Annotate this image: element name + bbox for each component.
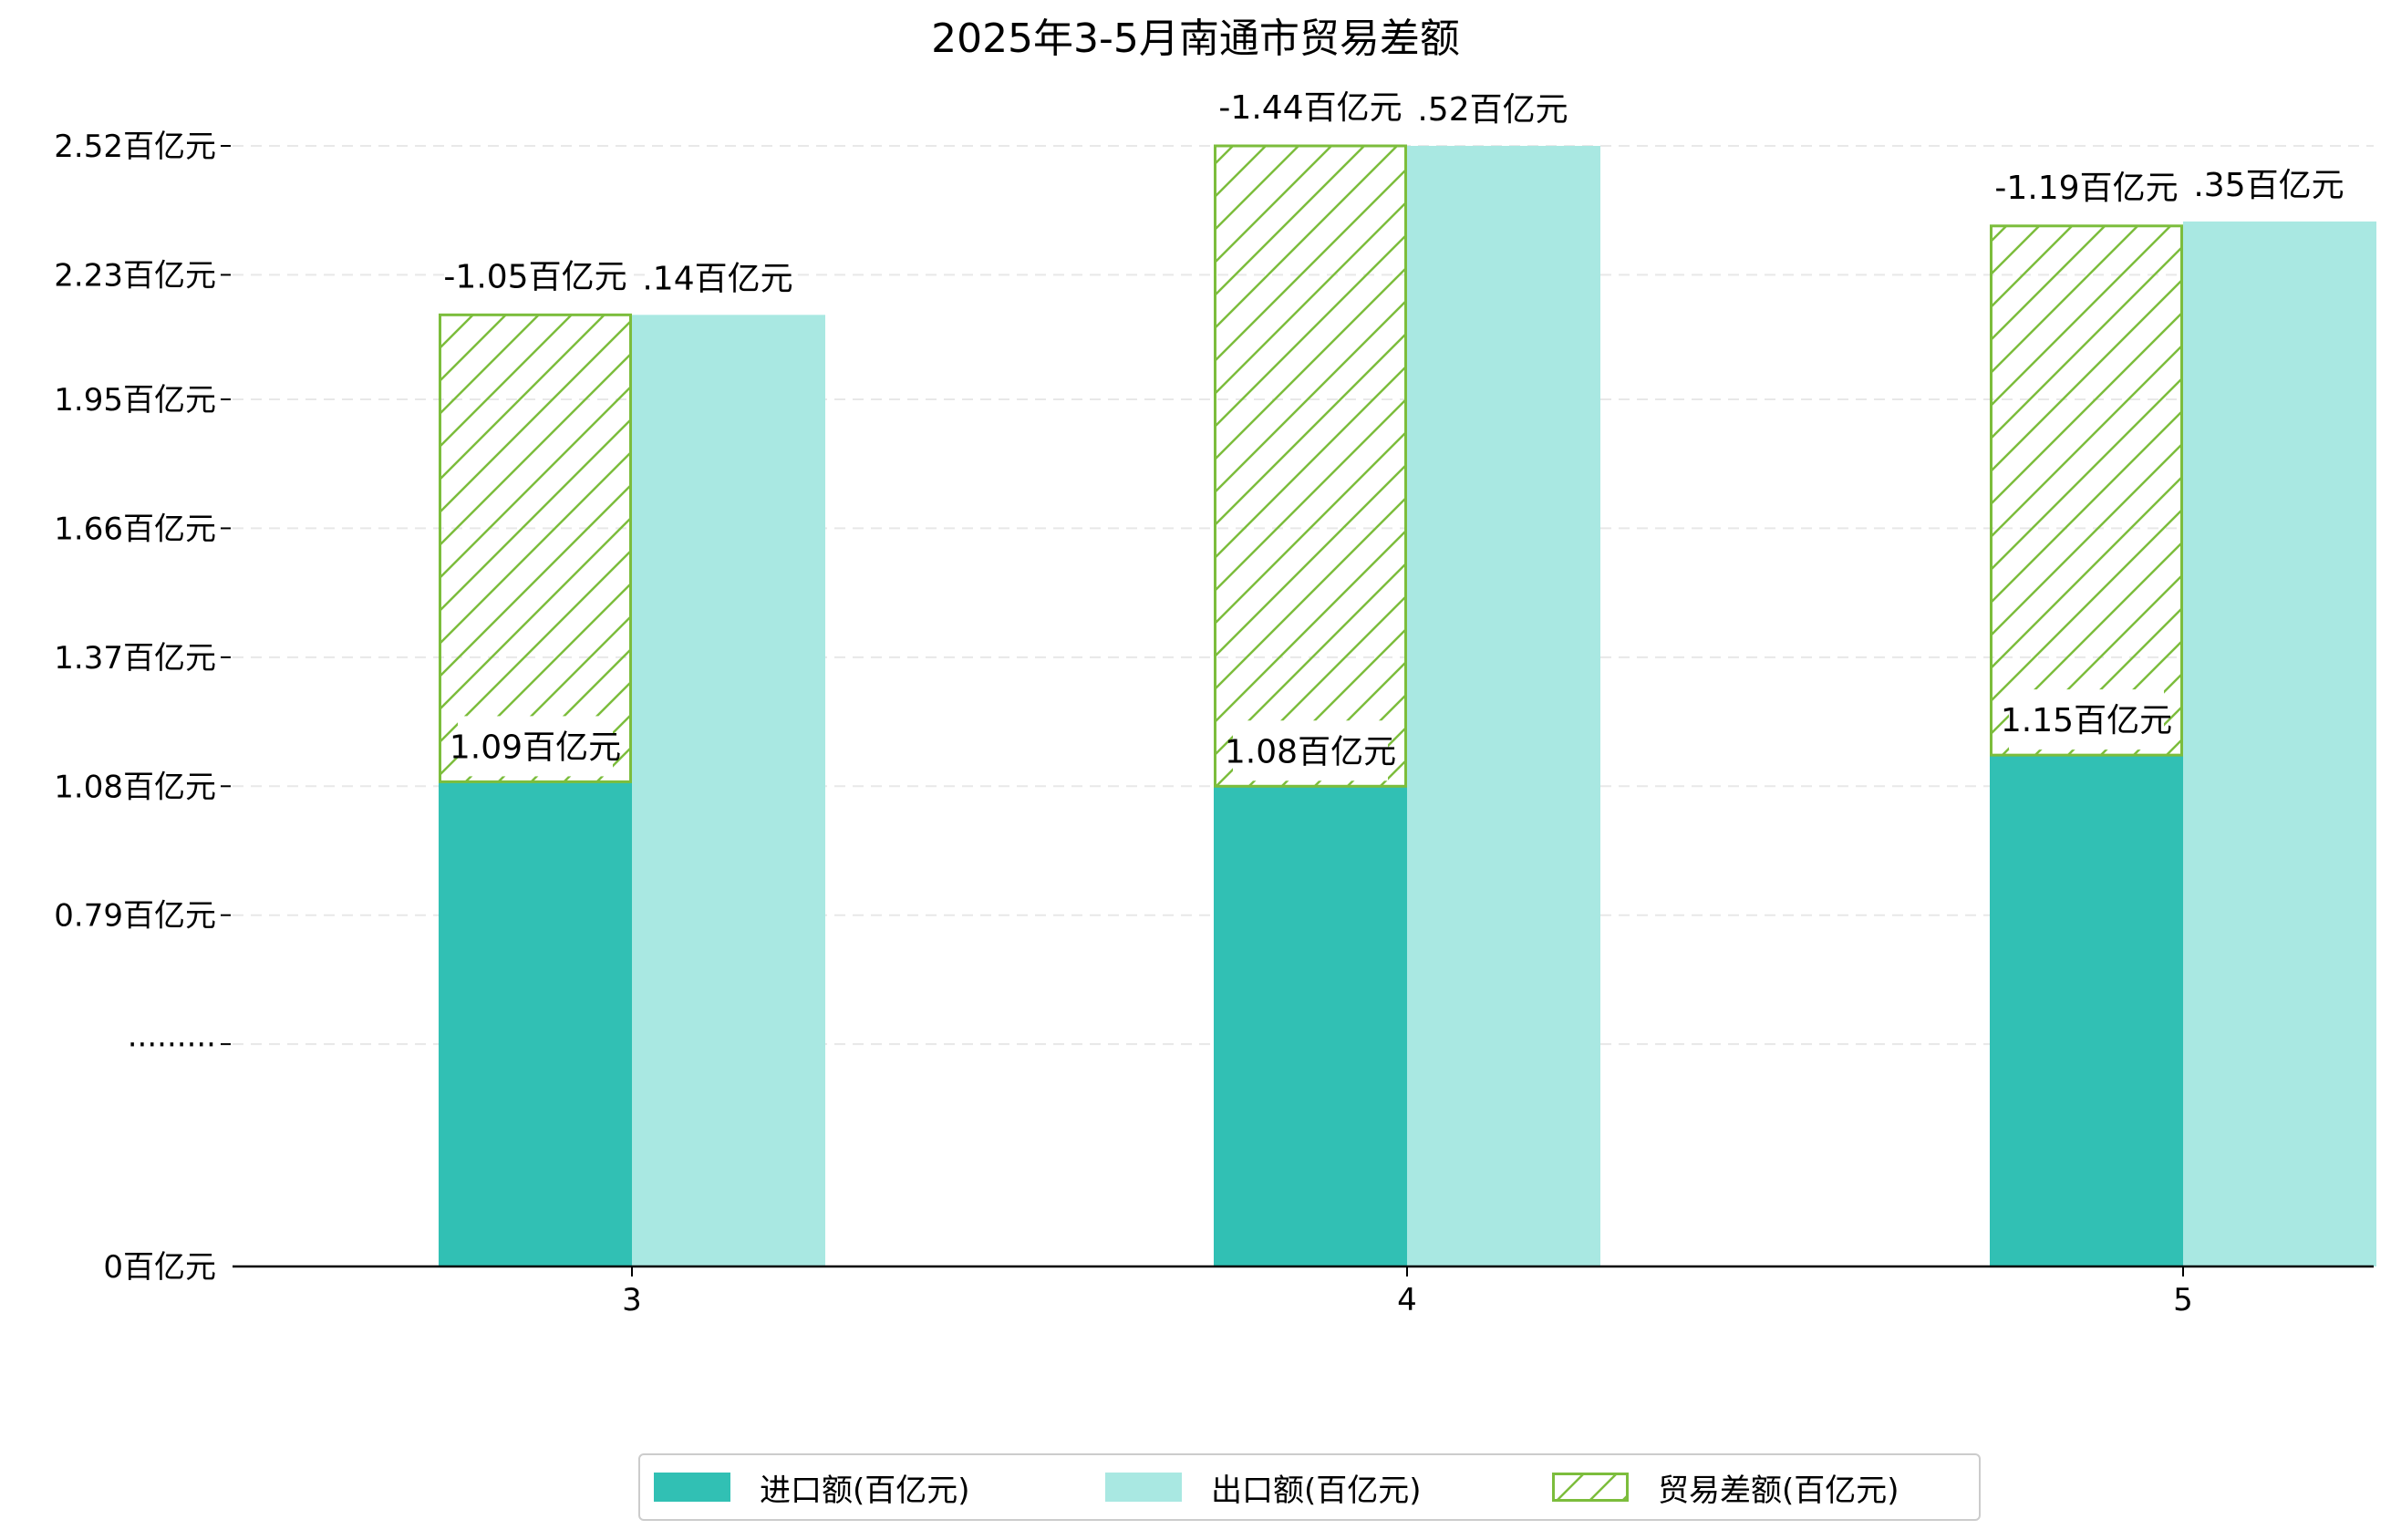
- legend: 进口额(百亿元) 出口额(百亿元) 贸易差额(百亿元): [638, 1453, 1981, 1521]
- label-import-bg: [1233, 720, 1388, 781]
- label-trade-balance-bg: [449, 245, 622, 306]
- legend-label-balance: 贸易差额(百亿元): [1658, 1472, 1899, 1509]
- legend-swatch-import: [654, 1473, 730, 1502]
- legend-label-import: 进口额(百亿元): [760, 1472, 970, 1509]
- label-trade-balance: -1.19百亿元: [1994, 170, 2178, 207]
- label-export: .14百亿元: [642, 260, 792, 297]
- bar-import: [439, 781, 632, 1266]
- label-export: .35百亿元: [2193, 167, 2344, 204]
- y-tick-label: 1.66百亿元: [54, 511, 216, 547]
- label-export-bg: [1424, 78, 1561, 139]
- label-export-bg: [2200, 153, 2337, 214]
- label-trade-balance-bg: [2000, 156, 2173, 217]
- y-tick-label: ·········: [128, 1027, 216, 1063]
- y-tick-label: 0.79百亿元: [54, 898, 216, 935]
- axes: 2.52百亿元 2.23百亿元 1.95百亿元 1.66百亿元 1.37百亿元 1.08百…: [54, 129, 2374, 1318]
- bar-trade-balance: [1990, 224, 2183, 757]
- legend-swatch-balance: [1552, 1473, 1629, 1502]
- bar-export: [632, 315, 825, 1266]
- bar-trade-balance: [1214, 144, 1407, 788]
- label-trade-balance: -1.44百亿元: [1218, 89, 1402, 127]
- label-export: .52百亿元: [1417, 91, 1568, 129]
- label-import-bg: [458, 716, 613, 777]
- label-trade-balance: -1.05百亿元: [443, 258, 626, 295]
- label-trade-balance-bg: [1224, 77, 1397, 137]
- bar-trade-balance: [439, 313, 632, 783]
- label-import: 1.15百亿元: [2001, 702, 2172, 739]
- y-tick-label: 1.08百亿元: [54, 769, 216, 805]
- legend-item-import: 进口额(百亿元): [654, 1455, 970, 1519]
- y-tick-label: 1.37百亿元: [54, 640, 216, 677]
- legend-item-export: 出口额(百亿元): [1105, 1455, 1422, 1519]
- x-tick-label: 5: [2173, 1282, 2193, 1318]
- chart-title: 2025年3-5月南通市贸易差额: [931, 16, 1460, 62]
- bar-import: [1990, 755, 2183, 1266]
- x-tick-label: 3: [622, 1282, 642, 1318]
- bar-import: [1214, 786, 1407, 1266]
- label-import: 1.08百亿元: [1225, 733, 1396, 770]
- y-tick-label: 1.95百亿元: [54, 382, 216, 419]
- y-tick-label: 2.23百亿元: [54, 257, 216, 294]
- bars: [439, 144, 2376, 1267]
- bar-export: [2183, 221, 2376, 1267]
- legend-swatch-export: [1105, 1473, 1182, 1502]
- data-labels: .14百亿元 -1.05百亿元 1.09百亿元 .52百亿元 -1.44百亿元 1.08百…: [443, 77, 2344, 781]
- label-import-bg: [2009, 689, 2164, 750]
- label-export-bg: [649, 247, 786, 308]
- x-tick-label: 4: [1397, 1282, 1417, 1318]
- y-tick-label: 0百亿元: [103, 1249, 216, 1286]
- y-tick-label: 2.52百亿元: [54, 129, 216, 165]
- bar-export: [1407, 146, 1600, 1266]
- legend-item-balance: 贸易差额(百亿元): [1552, 1455, 1899, 1519]
- label-import: 1.09百亿元: [450, 729, 621, 766]
- legend-label-export: 出口额(百亿元): [1211, 1472, 1422, 1509]
